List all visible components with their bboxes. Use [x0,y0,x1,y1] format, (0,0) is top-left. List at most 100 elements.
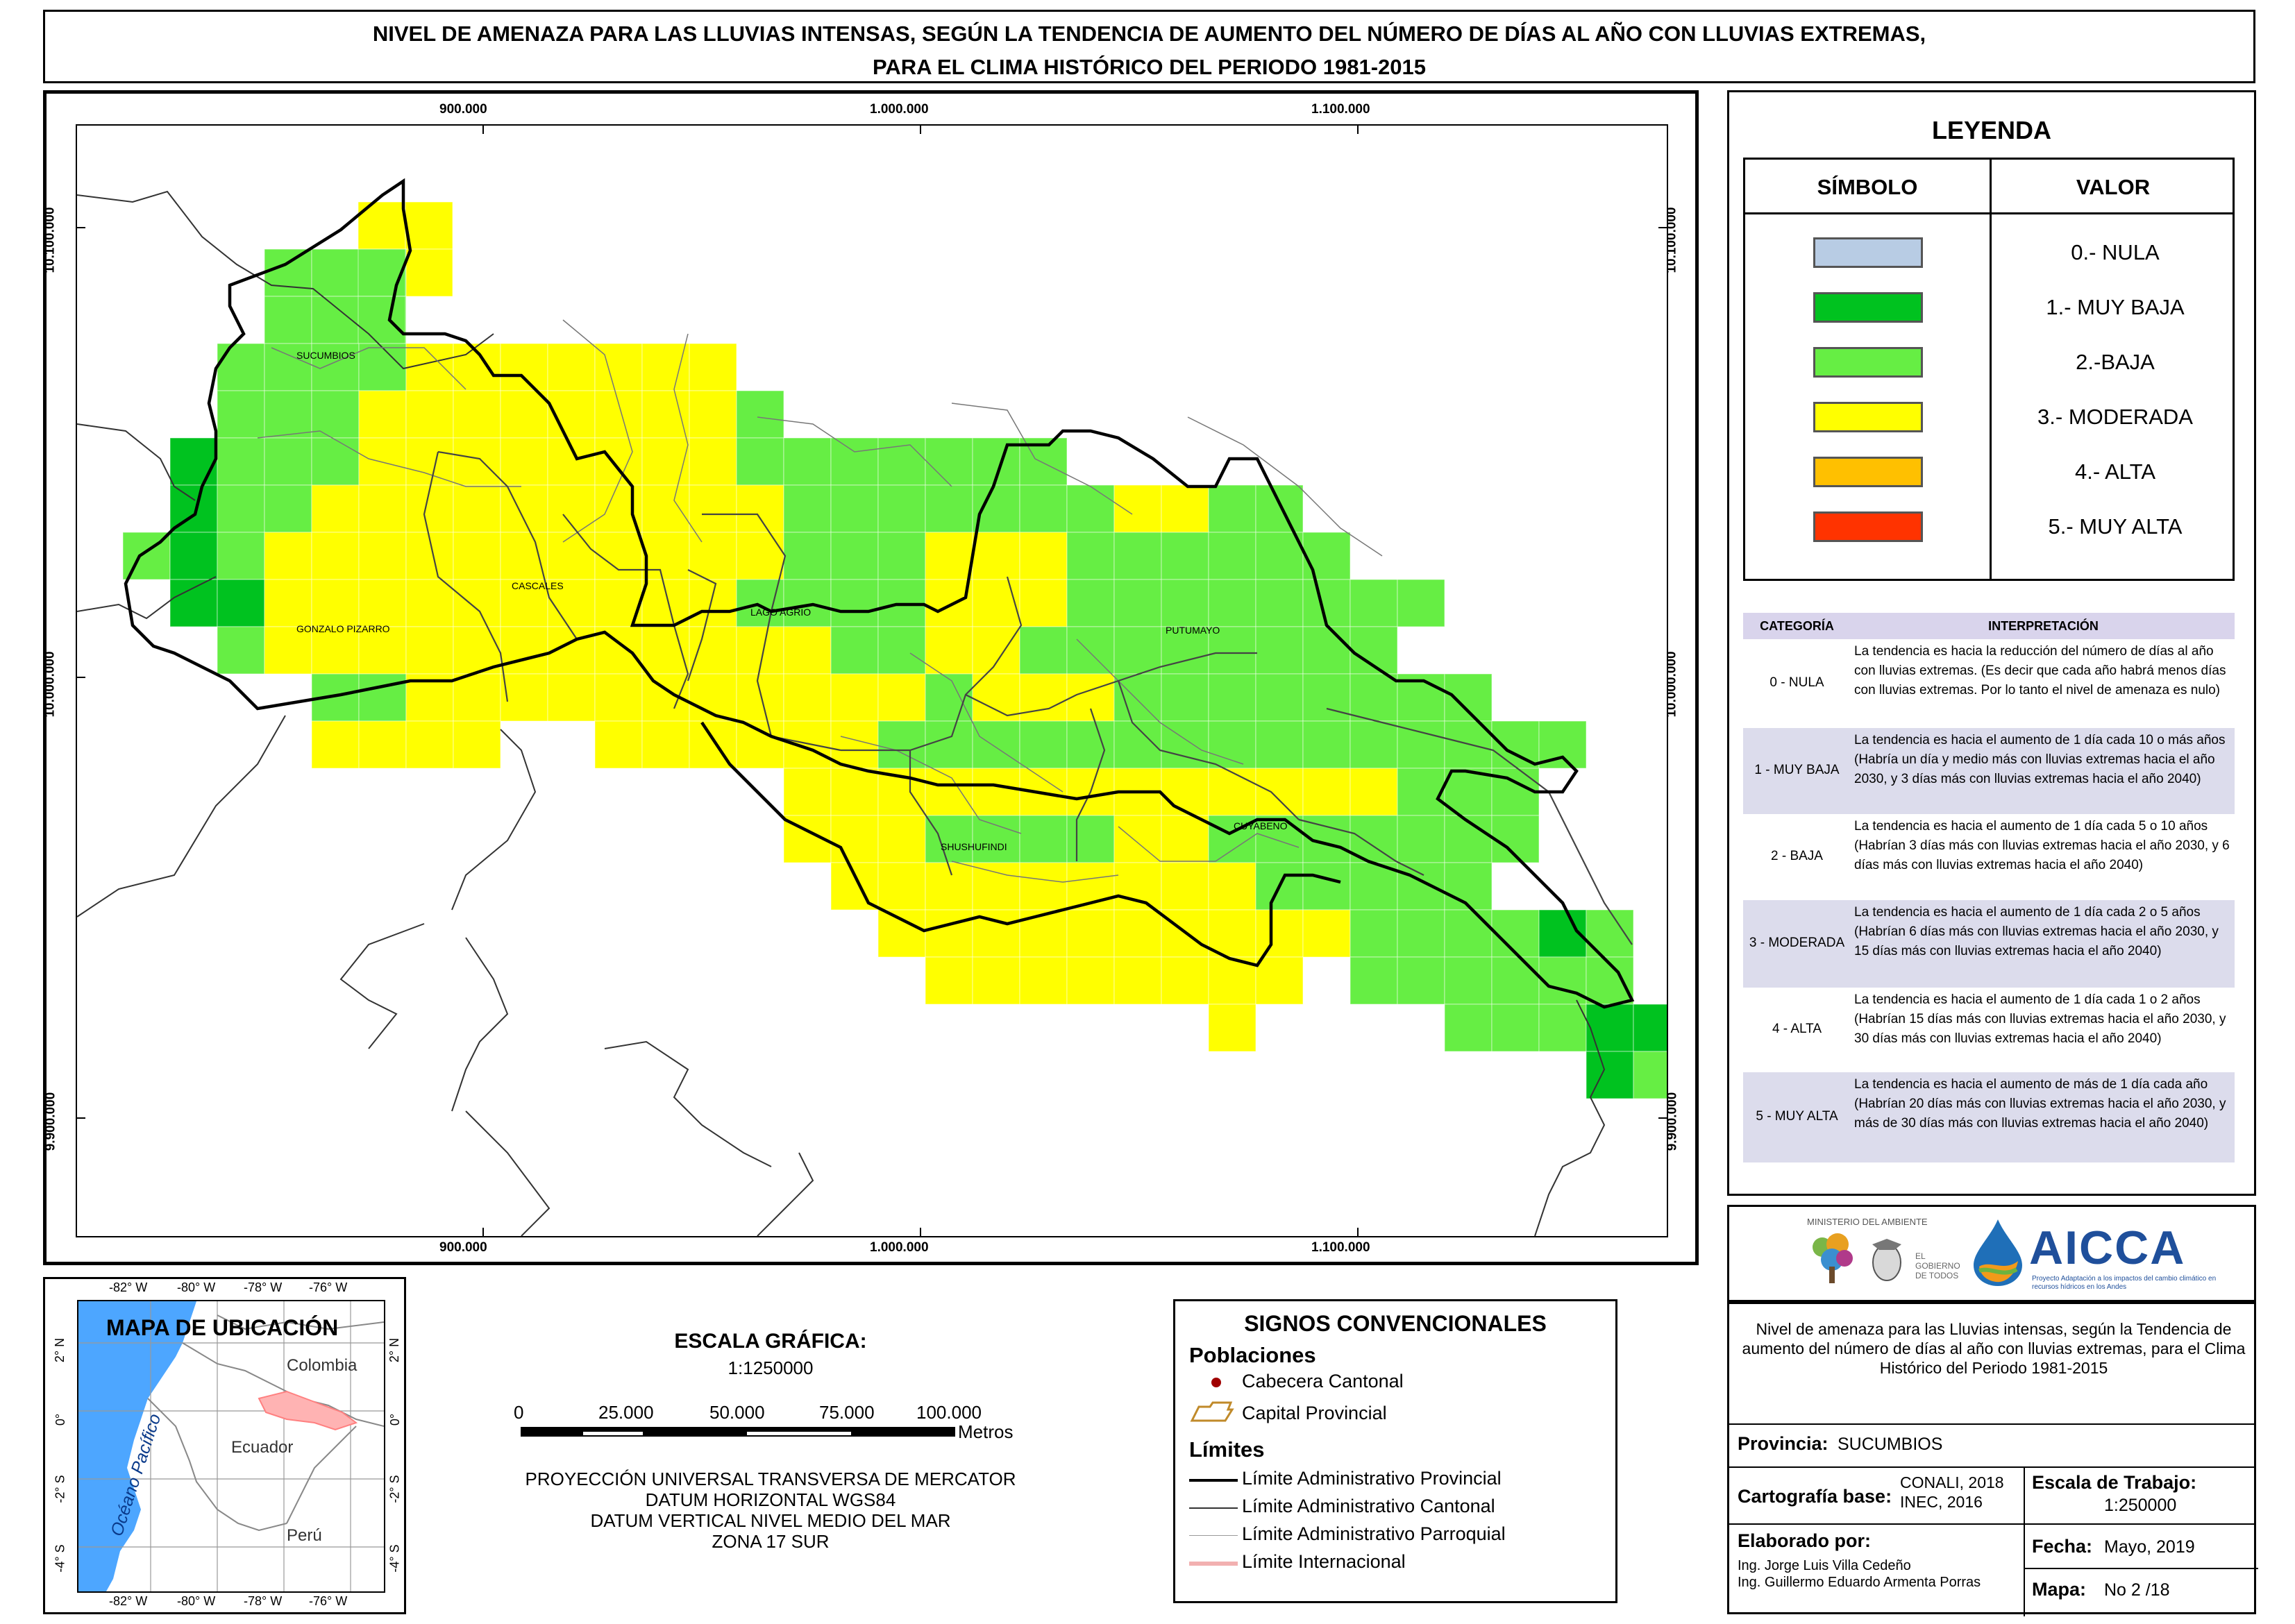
cabecera-dot-icon [1211,1378,1221,1387]
threat-cell [500,626,548,675]
location-map-title: MAPA DE UBICACIÓN [106,1315,339,1340]
signs-poblaciones: Poblaciones [1189,1343,1316,1367]
threat-cell [972,484,1020,533]
projection-line-3: DATUM VERTICAL NIVEL MEDIO DEL MAR [590,1510,951,1531]
threat-cell [736,532,784,580]
scale-title: ESCALA GRÁFICA: [674,1330,867,1353]
threat-cell [1066,673,1115,722]
legend-value: 5.- MUY ALTA [2048,514,2183,539]
threat-cell [1302,720,1351,769]
threat-cell [830,768,879,816]
threat-cell [925,768,973,816]
threat-cell [689,579,737,627]
legend-swatch [1813,511,1923,542]
threat-cell [1538,1004,1587,1052]
threat-cell [547,673,596,722]
scale-unit: Metros [958,1421,1014,1442]
threat-cells [122,201,1667,1099]
loc-top-tick-4: -76° W [309,1280,348,1294]
aicca-subtitle: Proyecto Adaptación a los impactos del c… [2032,1275,2217,1291]
threat-cell [1113,532,1162,580]
ecuador-coat-icon [1872,1239,1901,1281]
scale-tick-0: 0 [514,1402,524,1423]
threat-cell [1350,673,1398,722]
legend-value: 2.-BAJA [2076,350,2155,374]
autor-1: Ing. Jorge Luis Villa Cedeño [1738,1558,1911,1573]
threat-cell [217,532,265,580]
threat-cell [641,720,690,769]
threat-cell [1255,579,1304,627]
threat-cell [972,862,1020,911]
threat-cell [1255,815,1304,863]
threat-cell [594,720,643,769]
threat-cell [453,437,501,486]
signs-capital: Capital Provincial [1242,1403,1387,1423]
loc-side-tick-l1: 2° N [53,1337,67,1363]
line-cantonal-icon [1189,1507,1238,1509]
loc-bottom-tick-3: -78° W [244,1594,283,1608]
threat-cell [217,626,265,675]
threat-cell [1066,956,1115,1005]
legend-swatch [1813,402,1923,432]
threat-cell [547,579,596,627]
threat-cell [1302,768,1351,816]
threat-cell [1302,626,1351,675]
projection-line-1: PROYECCIÓN UNIVERSAL TRANSVERSA DE MERCA… [525,1469,1016,1489]
threat-cell [1161,768,1209,816]
threat-cell [217,343,265,391]
threat-cell [1208,673,1256,722]
threat-cell [311,437,360,486]
threat-cell [217,484,265,533]
threat-map: SUCUMBIOS GONZALO PIZARRO CASCALES LAGO … [77,126,1667,1236]
y-tick-left-3: 9.900.000 [43,1092,58,1151]
threat-cell [1161,956,1209,1005]
loc-side-tick-r2: 0° [388,1413,403,1426]
threat-cell [547,343,596,391]
x-tick-top-3: 1.100.000 [1311,102,1370,117]
threat-cell [264,390,312,439]
interp-header-txt: INTERPRETACIÓN [1988,619,2099,633]
country-ecuador: Ecuador [231,1438,293,1457]
threat-cell [500,437,548,486]
interp-category: 2 - BAJA [1771,849,1823,863]
legend-row: 2.-BAJA [1745,339,2233,393]
location-map-area: Colombia Ecuador Perú Océano Pacífico MA… [77,1300,385,1593]
threat-cell [783,720,832,769]
threat-cell [358,390,407,439]
scale-tick-3: 75.000 [819,1402,875,1423]
threat-cell [500,343,548,391]
threat-cell [972,579,1020,627]
threat-cell [1019,673,1068,722]
threat-cell [453,532,501,580]
interp-category: 4 - ALTA [1772,1022,1822,1036]
legend-value: 4.- ALTA [2074,459,2155,484]
threat-cell [1019,626,1068,675]
interp-text: La tendencia es hacia el aumento de 1 dí… [1854,992,2226,1046]
scale-block: ESCALA GRÁFICA: 1:1250000 0 25.000 50.00… [472,1319,1069,1582]
threat-cell [830,579,879,627]
threat-cell [1491,1004,1540,1052]
x-tick-top-1: 900.000 [439,102,487,117]
interp-header-cat: CATEGORÍA [1760,619,1834,633]
threat-cell [641,390,690,439]
legend-swatch [1813,347,1923,378]
threat-cell [1113,815,1162,863]
threat-cell [453,579,501,627]
threat-cell [405,248,453,297]
threat-cell [1586,1004,1634,1052]
threat-cell [500,532,548,580]
threat-cell [1019,862,1068,911]
threat-cell [736,390,784,439]
signs-title: SIGNOS CONVENCIONALES [1244,1311,1547,1336]
signs-lim-int: Límite Internacional [1242,1551,1406,1572]
place-label-lago-agrio: LAGO AGRIO [750,607,811,618]
threat-cell [1302,862,1351,911]
threat-cell [453,484,501,533]
threat-cell [1302,532,1351,580]
threat-cell [500,579,548,627]
threat-cell [358,296,406,344]
threat-cell [1302,673,1351,722]
interp-row: 5 - MUY ALTA La tendencia es hacia el aum… [1743,1072,2235,1162]
interp-text: La tendencia es hacia el aumento de 1 dí… [1854,733,2226,786]
threat-cell [1255,956,1304,1005]
